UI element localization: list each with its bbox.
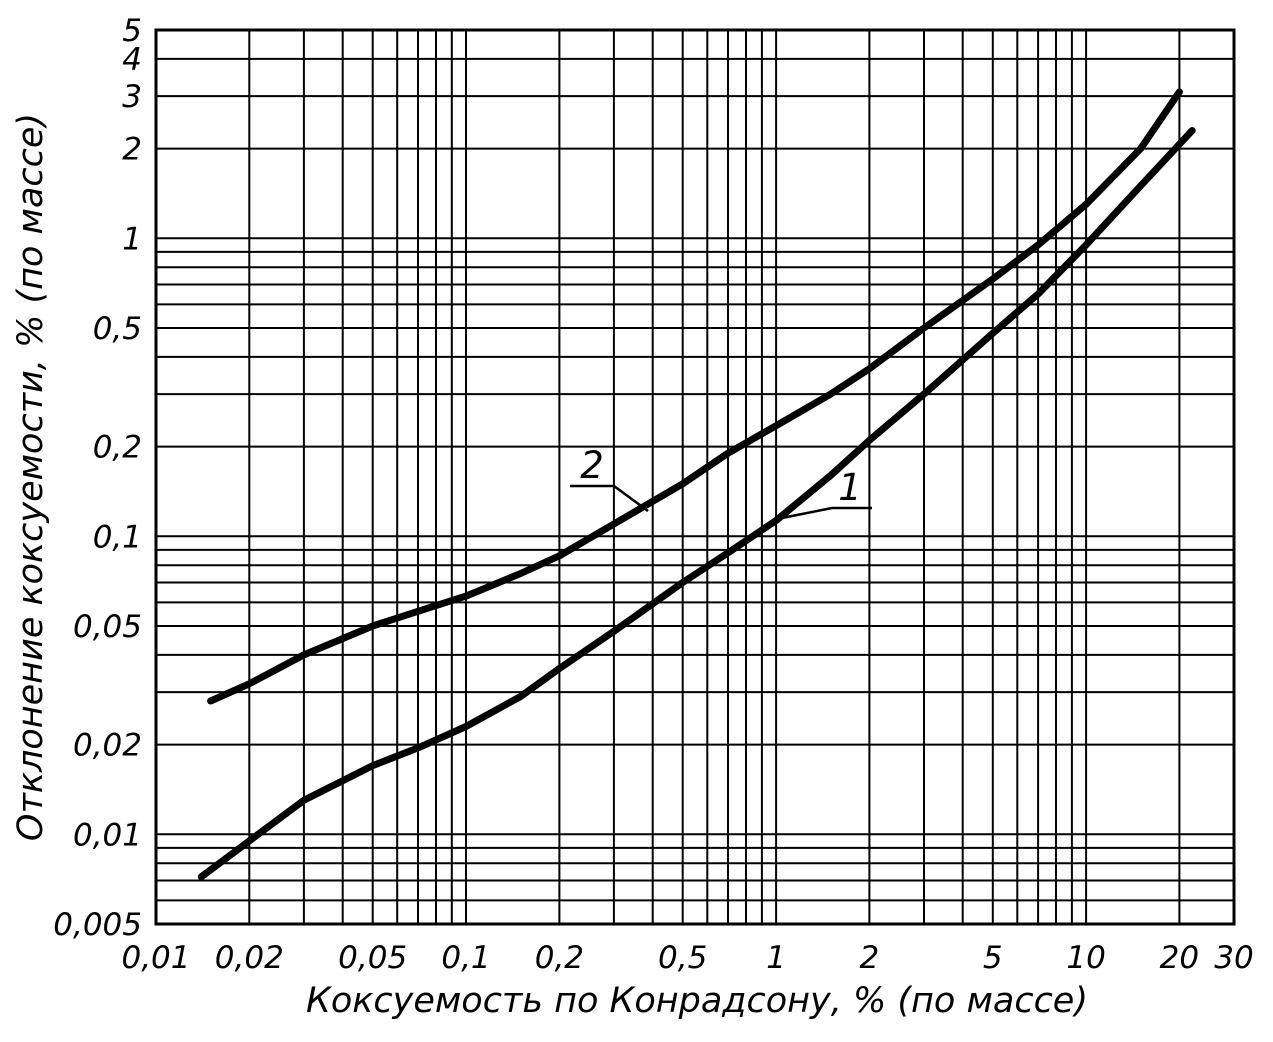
y-tick-label: 0,5 <box>93 311 142 347</box>
y-axis-title: Отклонение коксуемости, % (по массе) <box>11 113 51 841</box>
x-tick-label: 0,1 <box>441 940 490 976</box>
grid <box>155 29 1235 925</box>
series-leader-1 <box>781 506 872 520</box>
x-tick-label: 2 <box>860 940 880 976</box>
y-tick-label: 0,005 <box>53 907 142 943</box>
curve-1 <box>197 127 1196 881</box>
curves <box>197 88 1196 881</box>
plot-border-rect <box>154 28 1236 926</box>
series-label-1: 1 <box>838 466 862 509</box>
curve-callouts: 12 <box>570 444 872 520</box>
x-tick-label: 0,01 <box>121 940 190 976</box>
x-tick-label: 0,05 <box>338 940 407 976</box>
y-tick-label: 0,01 <box>73 817 142 853</box>
y-tick-label: 0,05 <box>73 609 142 645</box>
series-label-2: 2 <box>580 444 604 487</box>
x-tick-label: 0,5 <box>658 940 707 976</box>
y-tick-label: 0,2 <box>93 430 142 466</box>
x-tick-label: 0,02 <box>215 940 284 976</box>
x-tick-label: 0,2 <box>535 940 584 976</box>
y-tick-label: 5 <box>122 13 142 49</box>
x-tick-label: 5 <box>983 940 1003 976</box>
y-tick-label: 4 <box>122 42 142 78</box>
tick-labels: 0,01 0,02 0,05 0,1 0,2 0,5 1 2 5 10 20 30543210,50,… <box>53 13 1253 976</box>
x-tick-label: 30 <box>1214 940 1253 976</box>
plot-border <box>154 28 1236 926</box>
y-tick-label: 0,1 <box>93 519 142 555</box>
curve-2 <box>207 88 1183 705</box>
x-tick-label: 10 <box>1066 940 1105 976</box>
y-tick-label: 0,02 <box>73 728 142 764</box>
y-tick-label: 2 <box>122 132 142 168</box>
x-tick-label: 1 <box>766 940 786 976</box>
y-tick-label: 1 <box>122 221 142 257</box>
series-leader-2 <box>570 484 649 513</box>
x-axis-title: Коксуемость по Конрадсону, % (по массе) <box>306 981 1088 1021</box>
y-tick-label: 3 <box>122 79 142 115</box>
x-tick-label: 20 <box>1160 940 1199 976</box>
